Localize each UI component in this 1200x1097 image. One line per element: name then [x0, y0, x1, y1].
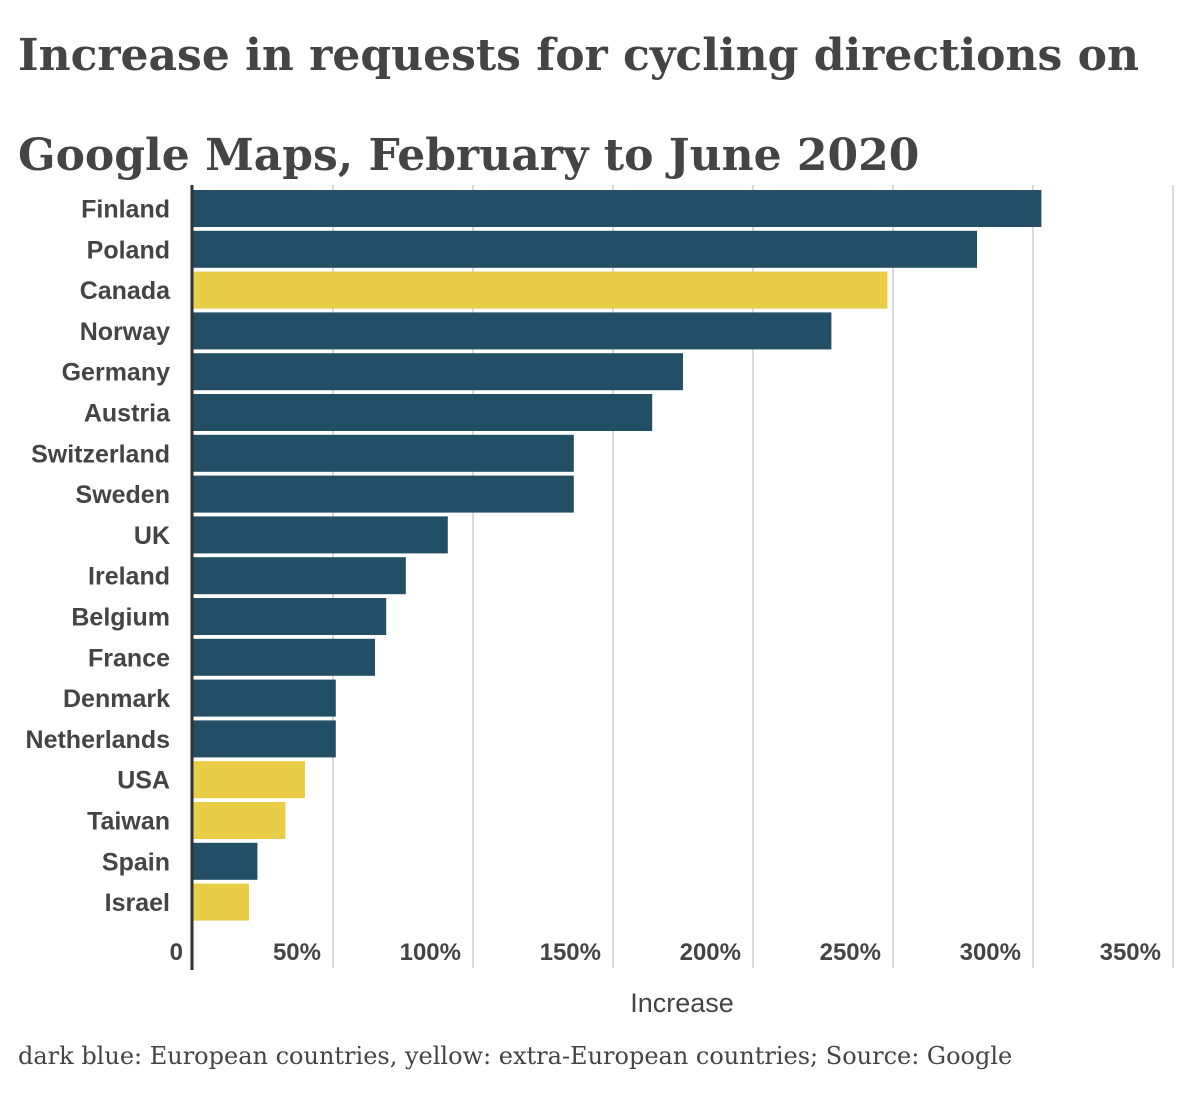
- bar-belgium: [193, 598, 387, 635]
- x-tick-label-250: 250%: [820, 939, 881, 966]
- x-tick-label-150: 150%: [540, 939, 601, 966]
- category-label-spain: Spain: [102, 848, 170, 876]
- category-label-germany: Germany: [62, 359, 170, 387]
- x-tick-label-50: 50%: [273, 939, 321, 966]
- x-tick-labels: 0 50% 100% 150% 200% 250% 300% 350%: [170, 939, 1161, 966]
- bar-poland: [193, 230, 977, 268]
- x-tick-label-200: 200%: [680, 939, 741, 966]
- category-label-ireland: Ireland: [88, 563, 170, 591]
- bar-usa: [193, 761, 305, 799]
- category-label-norway: Norway: [80, 318, 170, 346]
- category-label-belgium: Belgium: [71, 604, 170, 632]
- x-tick-label-350: 350%: [1100, 939, 1161, 966]
- bar-spain: [193, 842, 258, 880]
- category-label-switzerland: Switzerland: [31, 440, 170, 468]
- category-label-israel: Israel: [105, 889, 170, 917]
- bar-taiwan: [193, 802, 286, 839]
- bar-denmark: [193, 679, 336, 717]
- bar-ireland: [193, 557, 406, 595]
- category-label-denmark: Denmark: [63, 685, 170, 713]
- category-label-usa: USA: [117, 767, 170, 795]
- category-label-netherlands: Netherlands: [26, 726, 170, 754]
- category-label-france: France: [88, 644, 170, 672]
- bar-netherlands: [193, 720, 336, 758]
- x-tick-label-0: 0: [170, 939, 183, 966]
- bars: [193, 190, 1042, 921]
- bar-chart: Finland Poland Canada Norway Germany Austria S…: [26, 185, 1174, 1018]
- x-tick-label-100: 100%: [400, 939, 461, 966]
- bar-canada: [193, 271, 888, 309]
- category-label-taiwan: Taiwan: [87, 808, 170, 836]
- category-label-canada: Canada: [80, 277, 171, 305]
- bar-france: [193, 638, 375, 676]
- bar-sweden: [193, 475, 574, 513]
- bar-uk: [193, 516, 448, 554]
- category-label-poland: Poland: [87, 236, 170, 264]
- bar-germany: [193, 353, 683, 391]
- bar-israel: [193, 883, 249, 921]
- chart-caption: dark blue: European countries, yellow: e…: [18, 1042, 1013, 1070]
- category-label-uk: UK: [134, 522, 170, 550]
- category-label-austria: Austria: [84, 400, 171, 428]
- bar-norway: [193, 312, 832, 350]
- category-labels: Finland Poland Canada Norway Germany Austria S…: [26, 196, 172, 918]
- x-tick-label-300: 300%: [960, 939, 1021, 966]
- chart-title: Increase in requests for cycling directi…: [18, 30, 1139, 181]
- category-label-finland: Finland: [81, 196, 170, 224]
- x-axis-label: Increase: [630, 988, 734, 1018]
- bar-switzerland: [193, 434, 574, 472]
- bar-finland: [193, 190, 1042, 227]
- category-label-sweden: Sweden: [76, 481, 170, 509]
- bar-austria: [193, 394, 653, 431]
